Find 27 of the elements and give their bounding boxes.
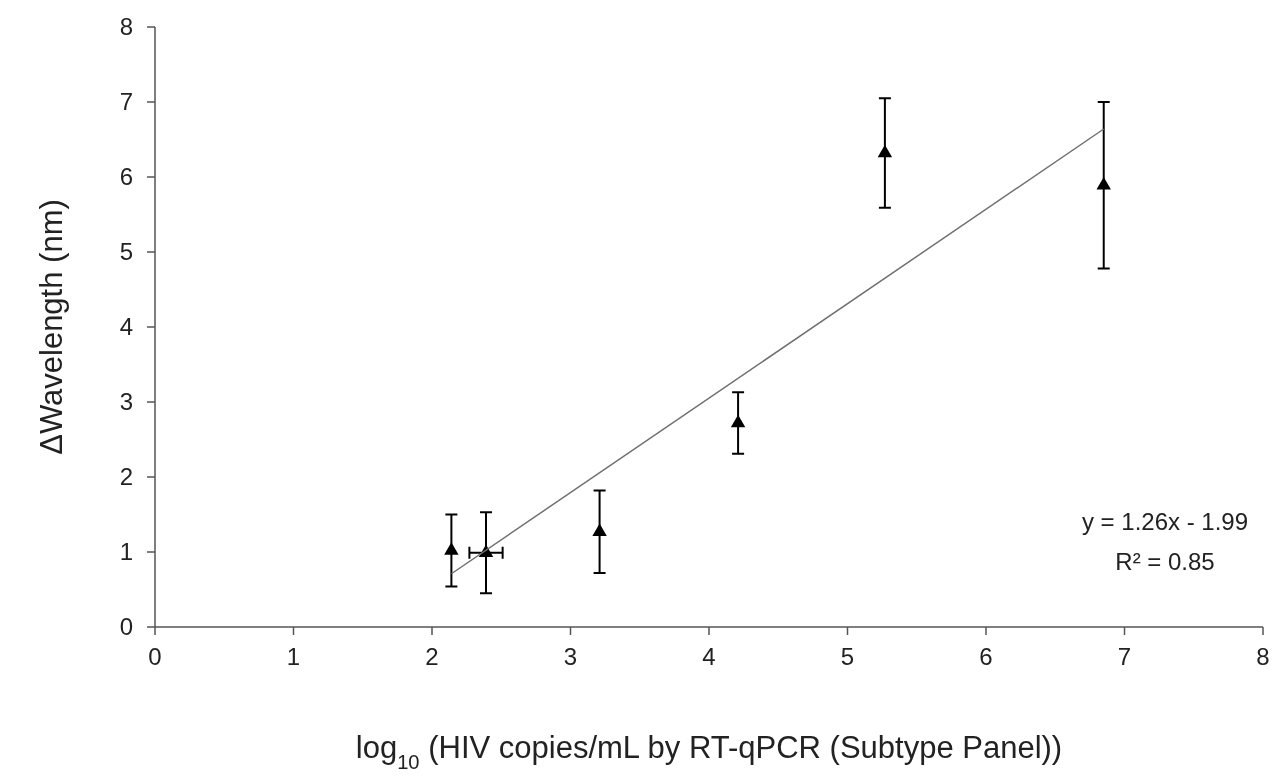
annotation: y = 1.26x - 1.99 bbox=[1081, 508, 1249, 535]
y-tick-label: 0 bbox=[119, 613, 133, 641]
x-tick-label: 8 bbox=[1256, 643, 1270, 670]
y-axis-title: ΔWavelength (nm) bbox=[34, 199, 69, 455]
point bbox=[592, 523, 607, 536]
y-tick-label: 3 bbox=[119, 388, 133, 416]
x-tick-label: 6 bbox=[979, 643, 993, 670]
x-tick-label: 5 bbox=[840, 643, 855, 670]
y-tick-label: 6 bbox=[119, 163, 133, 191]
point bbox=[444, 542, 459, 555]
x-axis-title: log$_{10}$ (HIV copies/mL by RT-qPCR (Subtype Panel)) bbox=[355, 730, 1063, 773]
y-tick-label: 2 bbox=[119, 463, 133, 491]
x-tick-label: 7 bbox=[1117, 643, 1132, 670]
y-tick-label: 1 bbox=[119, 538, 133, 566]
x-tick-label: 2 bbox=[425, 643, 439, 670]
x-tick-label: 4 bbox=[702, 643, 716, 670]
y-tick-label: 7 bbox=[119, 88, 133, 116]
annotation: R² = 0.85 bbox=[1115, 548, 1215, 575]
x-tick-label: 0 bbox=[148, 643, 162, 670]
point bbox=[877, 144, 893, 158]
y-tick-label: 4 bbox=[119, 313, 133, 341]
y-tick-label: 5 bbox=[119, 238, 133, 266]
point bbox=[1096, 176, 1111, 190]
y-tick-label: 8 bbox=[119, 13, 133, 41]
x-tick-label: 1 bbox=[286, 643, 301, 670]
x-tick-label: 3 bbox=[563, 643, 578, 670]
point bbox=[730, 414, 746, 428]
